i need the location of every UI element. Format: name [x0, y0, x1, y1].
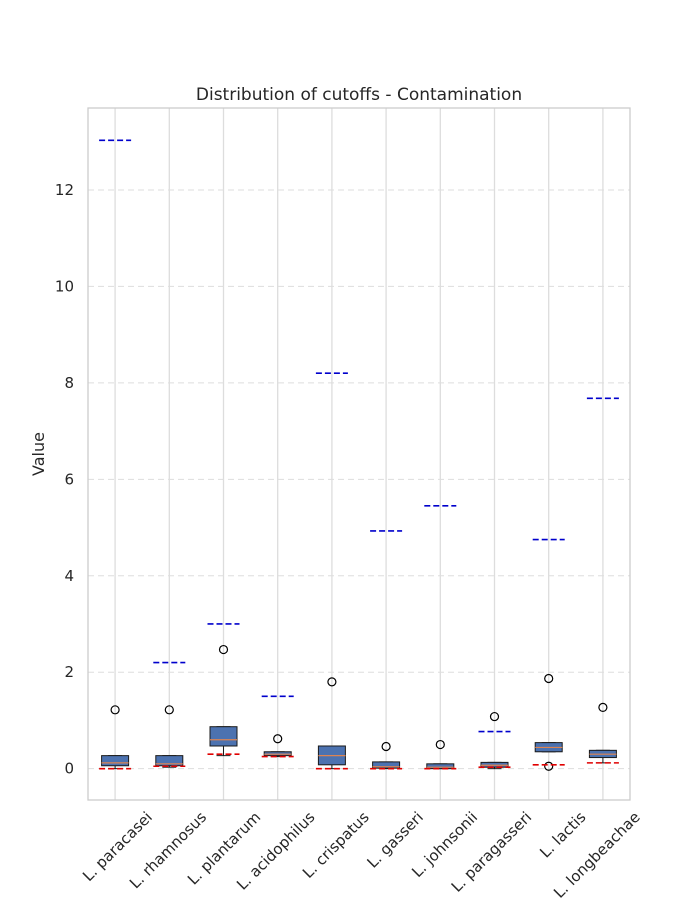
y-tick-label: 12	[55, 181, 74, 199]
plot-frame	[87, 107, 631, 801]
box	[372, 761, 401, 769]
box-group	[153, 661, 186, 768]
box	[155, 755, 184, 767]
y-tick-label: 4	[64, 567, 74, 585]
chart-title: Distribution of cutoffs - Contamination	[196, 85, 522, 105]
outlier-point	[110, 705, 120, 715]
y-tick-label: 10	[55, 277, 74, 295]
outlier-point	[544, 761, 554, 771]
box-group	[207, 623, 240, 757]
outlier-point	[435, 739, 445, 750]
box-group	[99, 139, 132, 770]
outlier-point	[544, 673, 554, 684]
box-group	[261, 695, 294, 758]
y-axis-label: Value	[29, 432, 48, 476]
y-tick-label: 6	[64, 470, 74, 488]
outlier-point	[273, 734, 283, 744]
box-group	[586, 397, 619, 764]
box	[426, 763, 455, 770]
y-tick-label: 0	[64, 760, 74, 778]
box-group	[424, 505, 457, 770]
box-group	[370, 530, 403, 770]
outlier-point	[489, 711, 500, 722]
box-group	[478, 711, 511, 770]
outlier-point	[327, 677, 337, 687]
box-group	[315, 372, 348, 770]
box-group	[532, 538, 565, 771]
outlier-point	[598, 702, 608, 713]
x-tick-label: L. lactis	[536, 808, 589, 861]
outlier-point	[218, 644, 229, 655]
y-tick-label: 8	[64, 374, 74, 392]
y-tick-label: 2	[64, 663, 74, 681]
outlier-point	[164, 705, 174, 715]
box	[101, 755, 130, 767]
outlier-point	[381, 741, 391, 752]
box	[209, 726, 238, 747]
